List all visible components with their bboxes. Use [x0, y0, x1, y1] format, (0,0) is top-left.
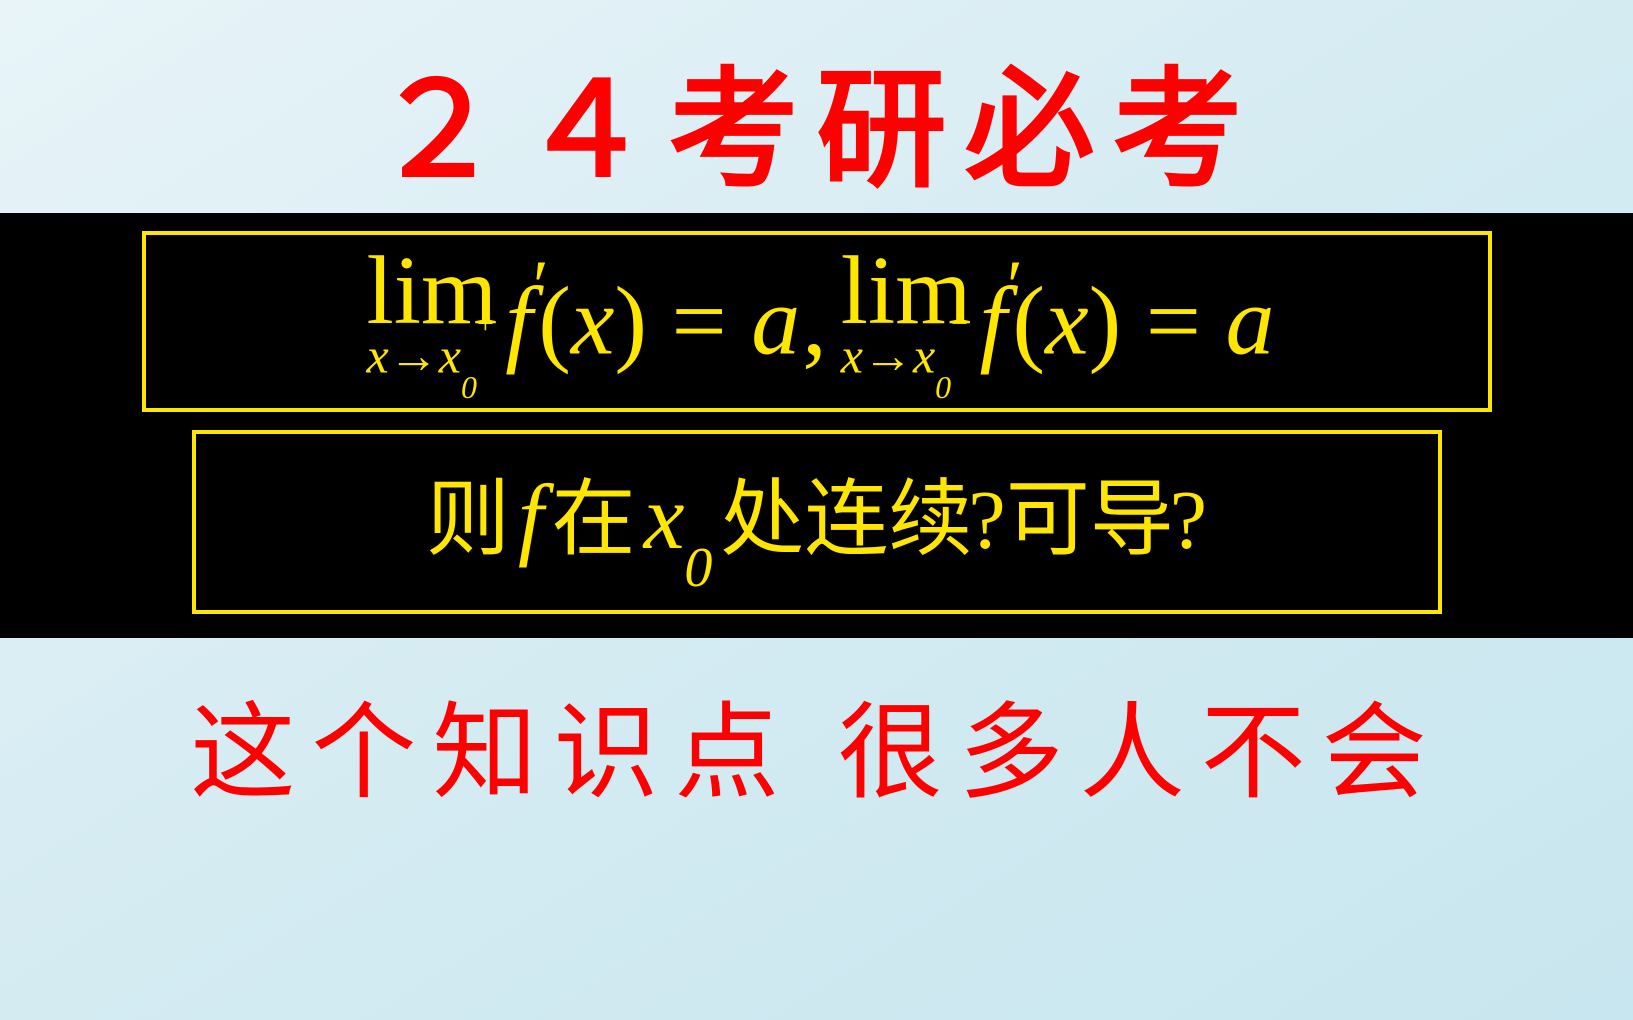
x0-symbol: x0 — [644, 464, 713, 581]
equation-1: lim x→x0+ f′(x) = a, lim x→x0− f′(x) = a — [359, 245, 1275, 388]
zai-char: 在 — [552, 452, 636, 573]
arrow-2: → — [863, 328, 913, 384]
top-title: ２４考研必考 — [372, 25, 1260, 213]
question-text: 则 f 在 x0 处连续? 可导? — [416, 444, 1217, 589]
lim-sub-x0-2: x — [913, 328, 935, 384]
arrow: → — [389, 328, 439, 384]
sup-minus: − — [949, 307, 969, 340]
ze-char: 则 — [426, 452, 510, 573]
fprime-x-eq-a-right: f′(x) = a — [979, 255, 1274, 378]
fprime-x-eq-a-left: f′(x) = a, — [505, 255, 833, 378]
math-strip: lim x→x0+ f′(x) = a, lim x→x0− f′(x) = a… — [0, 213, 1633, 638]
lim-sub-x-2: x — [841, 328, 863, 384]
question-mark-2: ? — [1170, 472, 1207, 569]
prime-mark-2: ′ — [1003, 246, 1019, 326]
equation-box-1: lim x→x0+ f′(x) = a, lim x→x0− f′(x) = a — [142, 231, 1492, 412]
rhs-a-2: a — [1225, 268, 1274, 376]
limit-block-right: lim x→x0− — [841, 245, 972, 388]
lim-subscript-right: x→x0− — [841, 332, 972, 388]
comma: , — [802, 268, 827, 376]
arg-x: x — [571, 268, 615, 376]
close-paren: ) — [614, 268, 647, 376]
question-mark-1: ? — [968, 472, 1005, 569]
sub-zero: 0 — [461, 369, 477, 405]
x-var: x — [644, 466, 685, 568]
arg-x-2: x — [1045, 268, 1089, 376]
lim-subscript-left: x→x0+ — [367, 332, 498, 388]
rhs-a: a — [751, 268, 800, 376]
lim-sub-x: x — [367, 328, 389, 384]
lim-sub-x0: x — [439, 328, 461, 384]
bottom-title: 这个知识点 很多人不会 — [190, 668, 1442, 820]
sub-zero-2: 0 — [935, 369, 951, 405]
limit-block-left: lim x→x0+ — [367, 245, 498, 388]
sup-plus: + — [475, 307, 495, 340]
equals: = — [647, 268, 751, 376]
f-symbol-q: f — [518, 464, 544, 570]
close-paren-2: ) — [1089, 268, 1122, 376]
prime-mark: ′ — [528, 246, 544, 326]
zero-sub: 0 — [684, 537, 712, 599]
equals-2: = — [1121, 268, 1225, 376]
chu-lianxu: 处连续 — [720, 452, 972, 573]
equation-box-2: 则 f 在 x0 处连续? 可导? — [192, 430, 1442, 613]
kedao: 可导 — [1006, 452, 1174, 573]
